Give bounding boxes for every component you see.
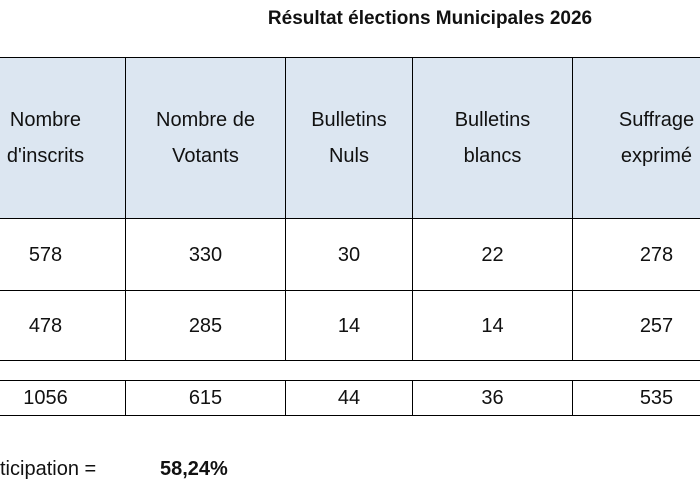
- table-cell: 14: [412, 290, 573, 361]
- participation-label: ticipation =: [0, 458, 97, 480]
- table-cell: 22: [412, 218, 573, 291]
- title: Résultat élections Municipales 2026: [267, 8, 593, 29]
- header-cell: Nombre de Votants: [125, 57, 286, 219]
- participation-value: 58,24%: [160, 458, 228, 480]
- total-cell: 615: [125, 380, 286, 416]
- header-cell: Bulletins Nuls: [285, 57, 413, 219]
- table-cell: 330: [125, 218, 286, 291]
- table-cell: 257: [572, 290, 700, 361]
- table-cell: 30: [285, 218, 413, 291]
- header-cell: Nombre d'inscrits: [0, 57, 126, 219]
- total-cell: 535: [572, 380, 700, 416]
- total-cell: 1056: [0, 380, 126, 416]
- total-cell: 44: [285, 380, 413, 416]
- header-cell: Bulletins blancs: [412, 57, 573, 219]
- table-cell: 278: [572, 218, 700, 291]
- header-cell: Suffrage exprimé: [572, 57, 700, 219]
- table-cell: 578: [0, 218, 126, 291]
- total-cell: 36: [412, 380, 573, 416]
- table-cell: 478: [0, 290, 126, 361]
- table-cell: 285: [125, 290, 286, 361]
- table-cell: 14: [285, 290, 413, 361]
